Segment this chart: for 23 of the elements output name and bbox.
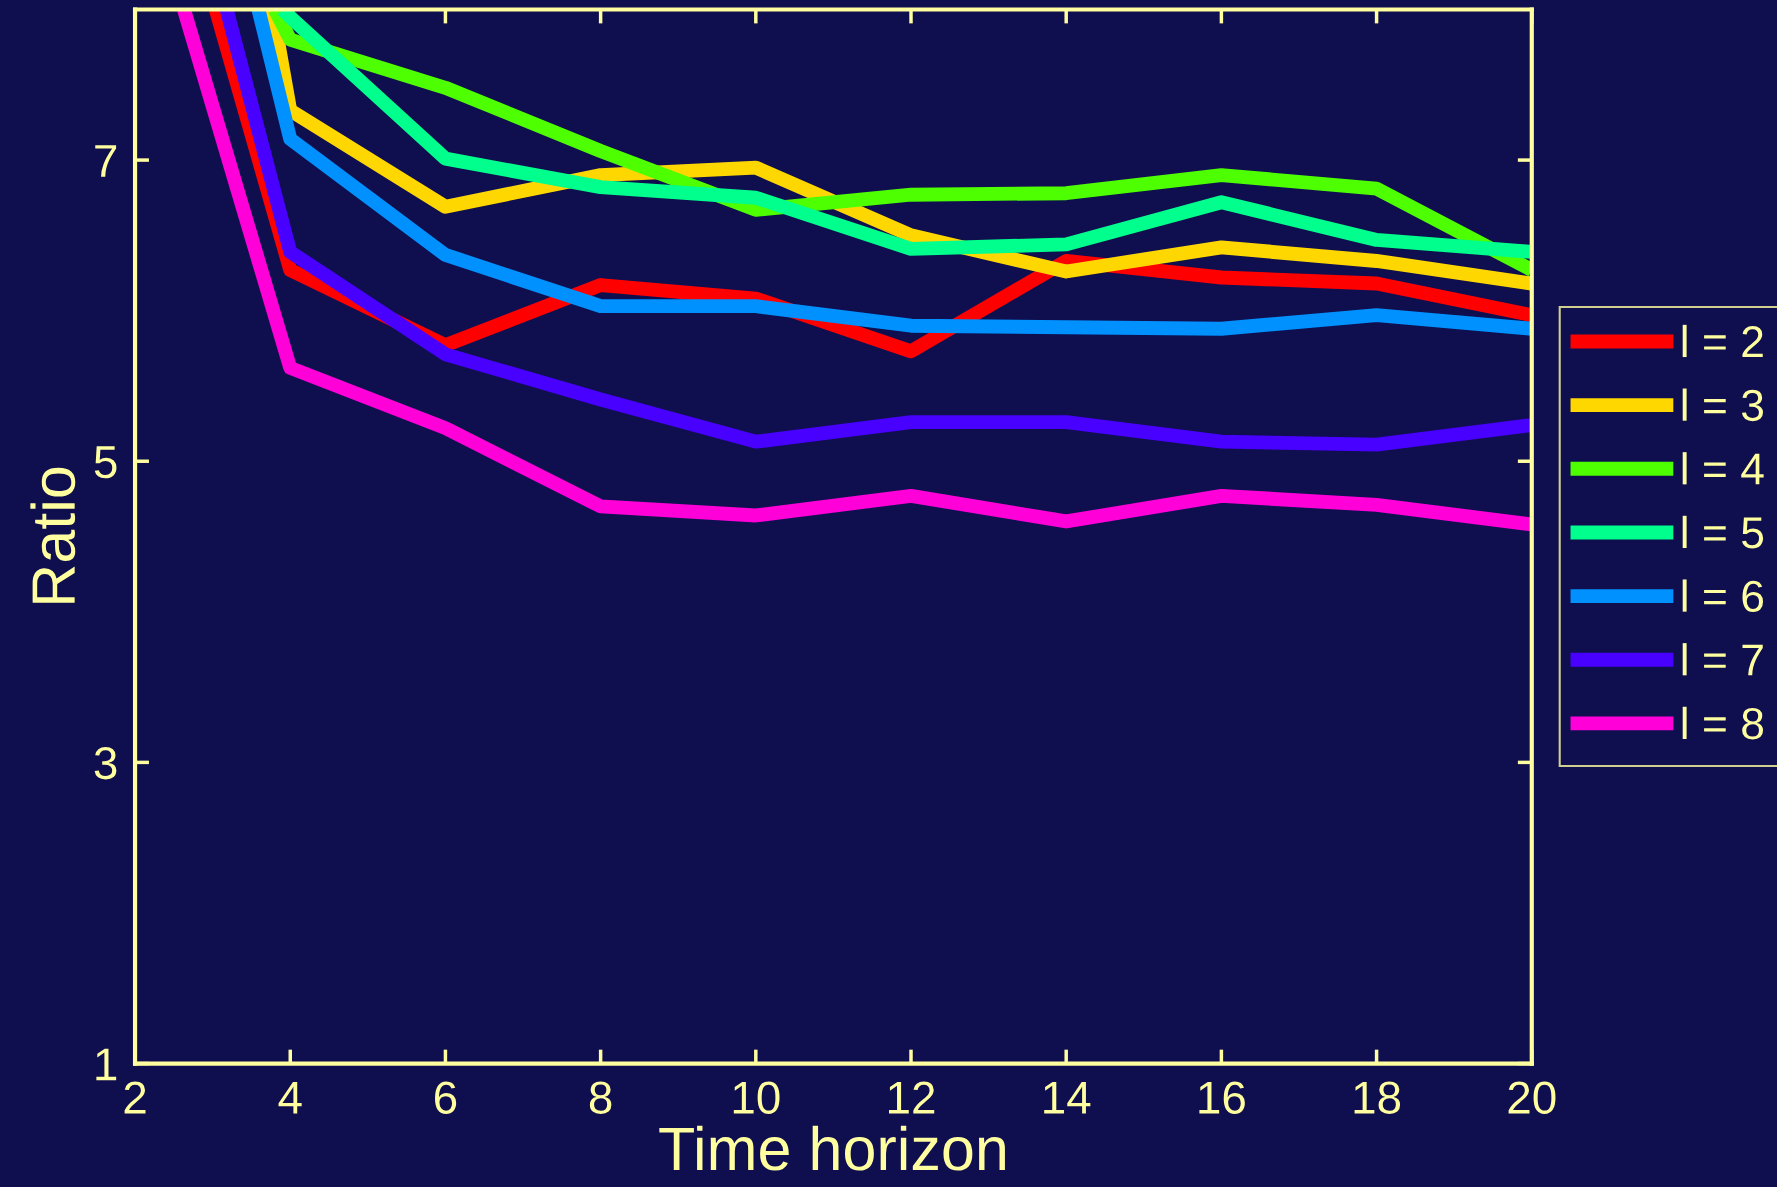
- x-tick-label: 18: [1354, 1081, 1401, 1114]
- x-tick-label: 10: [733, 1081, 780, 1114]
- x-tick-label: 4: [278, 1081, 302, 1114]
- legend-label: l = 3: [1682, 388, 1763, 422]
- y-tick-label: 5: [94, 446, 117, 479]
- y-axis-title: Ratio: [30, 467, 76, 603]
- x-tick-label: 6: [435, 1081, 457, 1114]
- legend-label: l = 7: [1682, 643, 1763, 676]
- y-tick-label: 3: [94, 747, 117, 780]
- legend-label: l = 4: [1682, 452, 1764, 485]
- legend-label: l = 2: [1682, 324, 1763, 358]
- legend-label: l = 8: [1682, 706, 1764, 740]
- legend-label: l = 6: [1682, 579, 1763, 613]
- x-axis-title: Time horizon: [659, 1125, 1005, 1171]
- x-tick-label: 12: [889, 1081, 935, 1114]
- y-tick-label: 1: [96, 1048, 117, 1081]
- x-tick-label: 8: [589, 1081, 612, 1114]
- x-tick-label: 2: [124, 1081, 146, 1114]
- y-tick-label: 7: [95, 145, 117, 177]
- x-tick-label: 16: [1199, 1081, 1245, 1114]
- x-tick-label: 20: [1508, 1081, 1556, 1114]
- x-tick-label: 14: [1044, 1081, 1091, 1114]
- legend-label: l = 5: [1682, 515, 1764, 549]
